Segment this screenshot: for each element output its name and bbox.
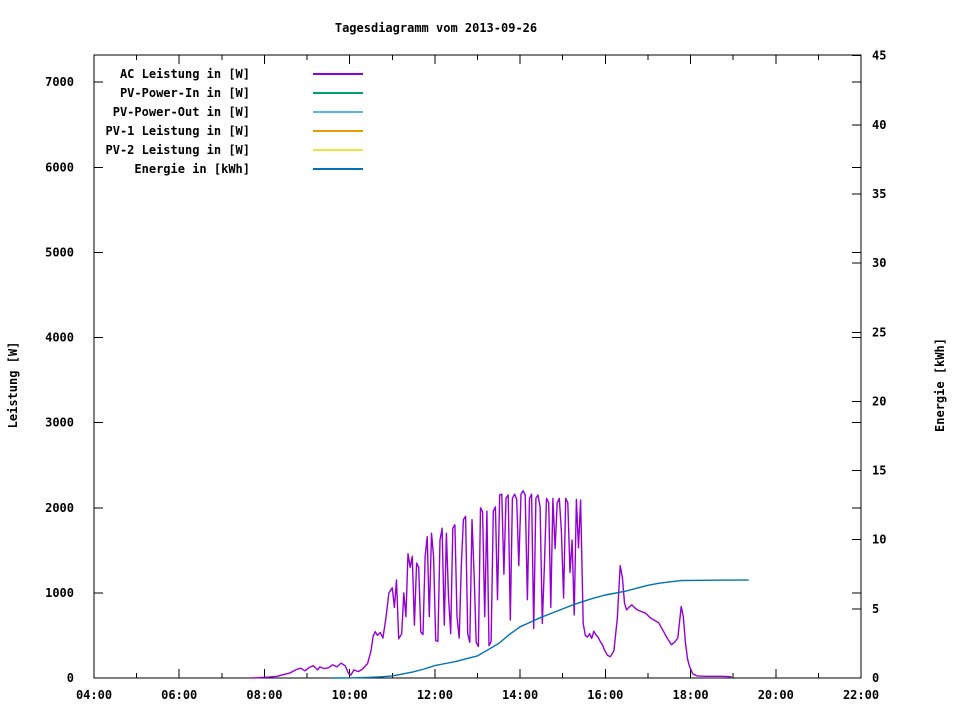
legend-item-pv-power-in: PV-Power-In in [W] [88,83,363,102]
legend-label: PV-Power-Out in [W] [112,104,250,119]
y-tick-label: 2000 [45,501,74,515]
x-tick-label: 16:00 [587,688,623,702]
legend-line-sample [313,91,363,94]
y2-tick-label: 15 [872,464,886,478]
y2-tick-label: 25 [872,325,886,339]
y-tick-label: 0 [67,671,74,685]
legend-item-energie: Energie in [kWh] [88,159,363,178]
legend-line-sample [313,148,363,151]
x-tick-label: 14:00 [502,688,538,702]
legend-label: AC Leistung in [W] [119,66,250,81]
legend-label: PV-1 Leistung in [W] [105,123,251,138]
y2-tick-label: 40 [872,118,886,132]
x-tick-label: 04:00 [76,688,112,702]
legend-line-sample [313,110,363,113]
x-tick-label: 06:00 [161,688,197,702]
x-tick-label: 18:00 [672,688,708,702]
y2-tick-label: 30 [872,256,886,270]
legend-label: PV-Power-In in [W] [119,85,250,100]
legend-line-sample [313,72,363,75]
legend-item-pv2-leistung: PV-2 Leistung in [W] [88,140,363,159]
x-tick-label: 20:00 [758,688,794,702]
x-tick-label: 10:00 [332,688,368,702]
y-tick-label: 3000 [45,416,74,430]
y2-tick-label: 20 [872,394,886,408]
legend-item-pv-power-out: PV-Power-Out in [W] [88,102,363,121]
legend-line-sample [313,129,363,132]
y-tick-label: 7000 [45,75,74,89]
y-tick-label: 6000 [45,160,74,174]
legend-item-pv1-leistung: PV-1 Leistung in [W] [88,121,363,140]
chart-title: Tagesdiagramm vom 2013-09-26 [334,21,538,35]
legend-label: Energie in [kWh] [134,161,250,176]
legend-line-sample [313,167,363,170]
y2-tick-label: 0 [872,671,879,685]
legend-label: PV-2 Leistung in [W] [105,142,251,157]
energie-line [331,579,749,679]
ac-leistung-line [250,490,732,679]
y2-tick-label: 5 [872,602,879,616]
y2-tick-label: 45 [872,49,886,63]
legend: AC Leistung in [W] PV-Power-In in [W] PV-P… [88,64,363,178]
x-tick-label: 08:00 [246,688,282,702]
x-tick-label: 22:00 [843,688,879,702]
y-tick-label: 5000 [45,245,74,259]
y-tick-label: 1000 [45,586,74,600]
y2-tick-label: 35 [872,187,886,201]
y-tick-label: 4000 [45,331,74,345]
legend-item-ac-leistung: AC Leistung in [W] [88,64,363,83]
x-tick-label: 12:00 [417,688,453,702]
y2-tick-label: 10 [872,533,886,547]
